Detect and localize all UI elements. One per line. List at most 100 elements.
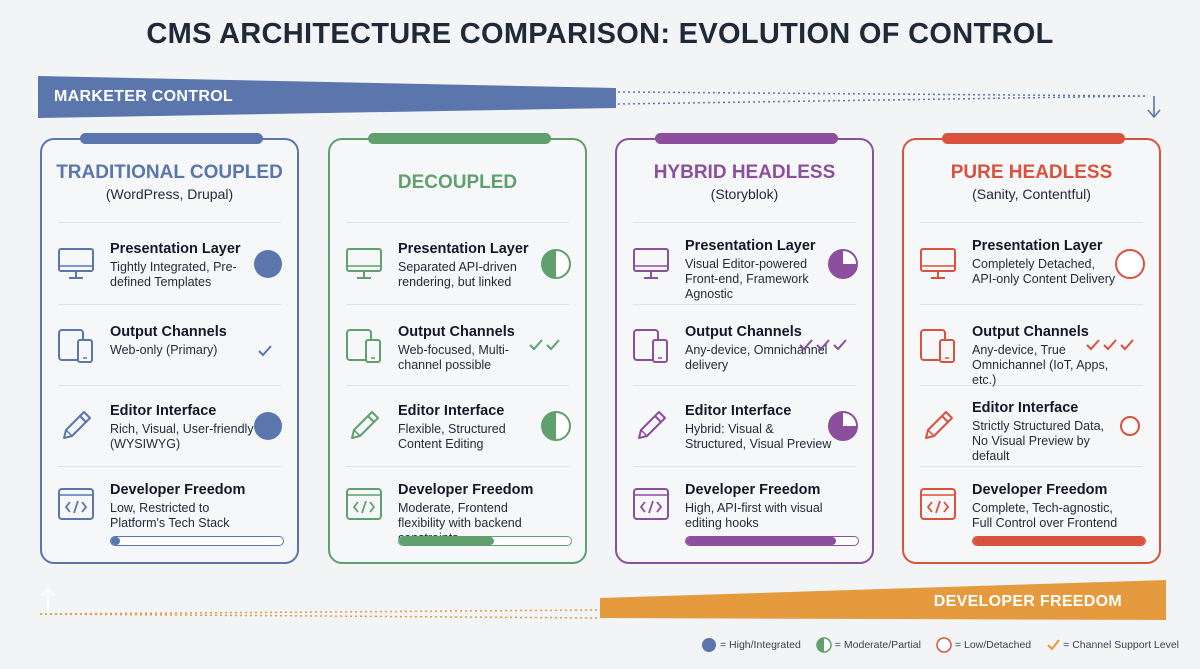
devices-icon xyxy=(920,329,955,363)
level-indicator xyxy=(252,248,284,285)
marketer-control-label: MARKETER CONTROL xyxy=(54,88,234,105)
divider xyxy=(633,222,856,223)
row-description: Separated API-driven rendering, but link… xyxy=(398,260,517,289)
row-description: Strictly Structured Data, No Visual Prev… xyxy=(972,419,1104,463)
row-title: Output Channels xyxy=(398,324,515,340)
legend-label: = Low/Detached xyxy=(954,639,1032,651)
divider xyxy=(920,222,1143,223)
checkmarks-icon xyxy=(529,339,560,351)
row-developer: Developer Freedom High, API-first with vi… xyxy=(617,466,872,546)
row-description: Any-device, Omnichannel delivery xyxy=(685,343,828,372)
developer-band-shape xyxy=(39,580,1166,620)
divider xyxy=(920,385,1143,386)
level-indicator xyxy=(1119,415,1141,442)
legend-item-low: = Low/Detached xyxy=(935,636,1031,654)
channel-checks xyxy=(1085,336,1140,359)
monitor-icon xyxy=(920,248,956,279)
card-title: PURE HEADLESS xyxy=(950,162,1113,183)
divider xyxy=(633,466,856,467)
row-description: Flexible, Structured Content Editing xyxy=(398,422,506,451)
card-subtitle: (WordPress, Drupal) xyxy=(105,186,234,202)
card-top-tab xyxy=(942,133,1125,144)
card-subtitle: (Storyblok) xyxy=(710,186,779,202)
level-indicator xyxy=(252,410,284,447)
channel-checks xyxy=(798,336,853,359)
divider xyxy=(920,466,1143,467)
channel-checks xyxy=(257,342,278,365)
row-developer: Developer Freedom Low, Restricted to Plat… xyxy=(42,466,297,546)
card-title: TRADITIONAL COUPLED xyxy=(56,162,283,183)
row-title: Editor Interface xyxy=(685,403,792,419)
row-title: Presentation Layer xyxy=(972,238,1103,254)
divider xyxy=(58,222,281,223)
channel-checks xyxy=(528,336,566,359)
marketer-control-band: MARKETER CONTROL xyxy=(38,74,1168,124)
divider xyxy=(633,385,856,386)
half-circle-icon xyxy=(541,249,571,279)
row-presentation: Presentation Layer Visual Editor-powered … xyxy=(617,224,872,304)
divider xyxy=(346,222,569,223)
card-subtitle: (Sanity, Contentful) xyxy=(972,186,1091,202)
row-editor: Editor Interface Hybrid: Visual & Structu… xyxy=(617,386,872,466)
monitor-icon xyxy=(58,248,94,279)
row-output: Output Channels Web-only (Primary) xyxy=(42,306,297,386)
developer-freedom-fill xyxy=(686,537,836,545)
row-title: Editor Interface xyxy=(110,403,217,419)
legend-label: = Channel Support Level xyxy=(1063,639,1180,651)
checkmarks-icon xyxy=(799,339,847,351)
row-description: Web-focused, Multi-channel possible xyxy=(398,343,509,372)
row-editor: Editor Interface Flexible, Structured Con… xyxy=(330,386,585,466)
developer-freedom-bar xyxy=(110,536,284,546)
card-hybrid: HYBRID HEADLESS (Storyblok) Presentation … xyxy=(615,133,874,564)
card-title: DECOUPLED xyxy=(397,172,518,193)
three-quarter-circle-icon xyxy=(828,411,858,441)
legend-item-high: = High/Integrated xyxy=(700,636,801,654)
developer-freedom-bar xyxy=(685,536,859,546)
developer-freedom-bar xyxy=(972,536,1146,546)
legend: = High/Integrated = Moderate/Partial = L… xyxy=(700,636,1193,654)
row-title: Editor Interface xyxy=(972,400,1079,416)
card-top-tab xyxy=(80,133,263,144)
divider xyxy=(920,304,1143,305)
monitor-icon xyxy=(346,248,382,279)
full-circle-icon xyxy=(254,250,282,278)
row-description: Visual Editor-powered Front-end, Framewo… xyxy=(685,257,809,301)
empty-circle-icon xyxy=(1115,249,1145,279)
pencil-icon xyxy=(63,411,91,439)
checkmarks-icon xyxy=(258,345,272,357)
card-decoupled: DECOUPLED Presentation Layer Separated AP… xyxy=(328,133,587,564)
level-indicator xyxy=(827,248,859,285)
divider xyxy=(58,466,281,467)
pencil-icon xyxy=(351,411,379,439)
card-title: HYBRID HEADLESS xyxy=(653,162,836,183)
developer-freedom-band: DEVELOPER FREEDOM xyxy=(38,578,1168,622)
row-title: Presentation Layer xyxy=(685,238,816,254)
devices-icon xyxy=(633,329,668,363)
arrow-down-icon xyxy=(1147,96,1161,119)
divider xyxy=(633,304,856,305)
row-editor: Editor Interface Strictly Structured Data… xyxy=(904,386,1159,466)
card-top-tab xyxy=(655,133,838,144)
divider xyxy=(58,385,281,386)
legend-label: = Moderate/Partial xyxy=(834,639,921,651)
empty-circle-icon xyxy=(936,637,952,653)
devices-icon xyxy=(346,329,381,363)
divider xyxy=(58,304,281,305)
row-output: Output Channels Web-focused, Multi-channe… xyxy=(330,306,585,386)
card-pure: PURE HEADLESS (Sanity, Contentful) Presen… xyxy=(902,133,1161,564)
card-traditional: TRADITIONAL COUPLED (WordPress, Drupal) P… xyxy=(40,133,299,564)
developer-freedom-bar xyxy=(398,536,572,546)
full-circle-icon xyxy=(702,638,716,652)
row-title: Developer Freedom xyxy=(685,482,821,498)
divider xyxy=(346,385,569,386)
row-title: Developer Freedom xyxy=(398,482,534,498)
code-window-icon xyxy=(346,488,382,520)
row-title: Editor Interface xyxy=(398,403,505,419)
row-title: Presentation Layer xyxy=(398,241,529,257)
row-title: Developer Freedom xyxy=(110,482,246,498)
level-indicator xyxy=(540,410,572,447)
page-title: CMS ARCHITECTURE COMPARISON: EVOLUTION O… xyxy=(146,18,1054,50)
marketer-band-shape xyxy=(38,76,1161,119)
row-title: Output Channels xyxy=(972,324,1089,340)
arrow-up-icon xyxy=(41,587,55,610)
